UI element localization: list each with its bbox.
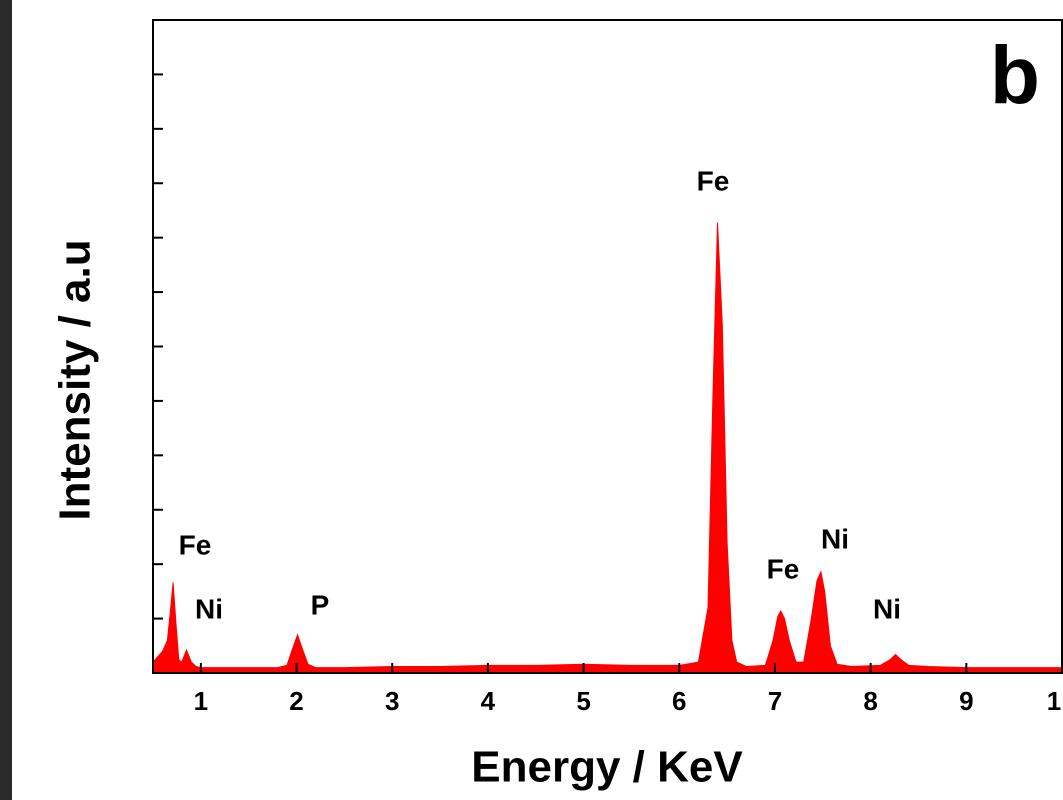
x-tick-label: 4 bbox=[481, 686, 496, 716]
x-tick-label: 8 bbox=[863, 686, 877, 716]
peak-label: Fe bbox=[179, 529, 212, 560]
x-tick-label: 7 bbox=[768, 686, 782, 716]
spectrum-area bbox=[152, 222, 1063, 674]
x-tick-label: 6 bbox=[672, 686, 686, 716]
x-axis-title: Energy / KeV bbox=[471, 743, 743, 792]
photo-edge bbox=[0, 0, 12, 800]
x-tick-label: 1 bbox=[1047, 686, 1061, 716]
peak-label: Fe bbox=[767, 553, 800, 584]
x-tick-label: 5 bbox=[576, 686, 590, 716]
peak-label: Ni bbox=[195, 593, 223, 624]
peak-label: Ni bbox=[821, 523, 849, 554]
plot-frame bbox=[152, 19, 1063, 674]
y-axis-title: Intensity / a.u bbox=[51, 239, 100, 520]
peak-label: Fe bbox=[697, 165, 730, 196]
x-tick-label: 3 bbox=[385, 686, 399, 716]
x-tick-label: 1 bbox=[194, 686, 208, 716]
peak-label: Ni bbox=[873, 593, 901, 624]
peak-label: P bbox=[311, 589, 330, 620]
panel-label: b bbox=[990, 31, 1040, 122]
x-tick-label: 9 bbox=[959, 686, 973, 716]
x-tick-label: 2 bbox=[289, 686, 303, 716]
